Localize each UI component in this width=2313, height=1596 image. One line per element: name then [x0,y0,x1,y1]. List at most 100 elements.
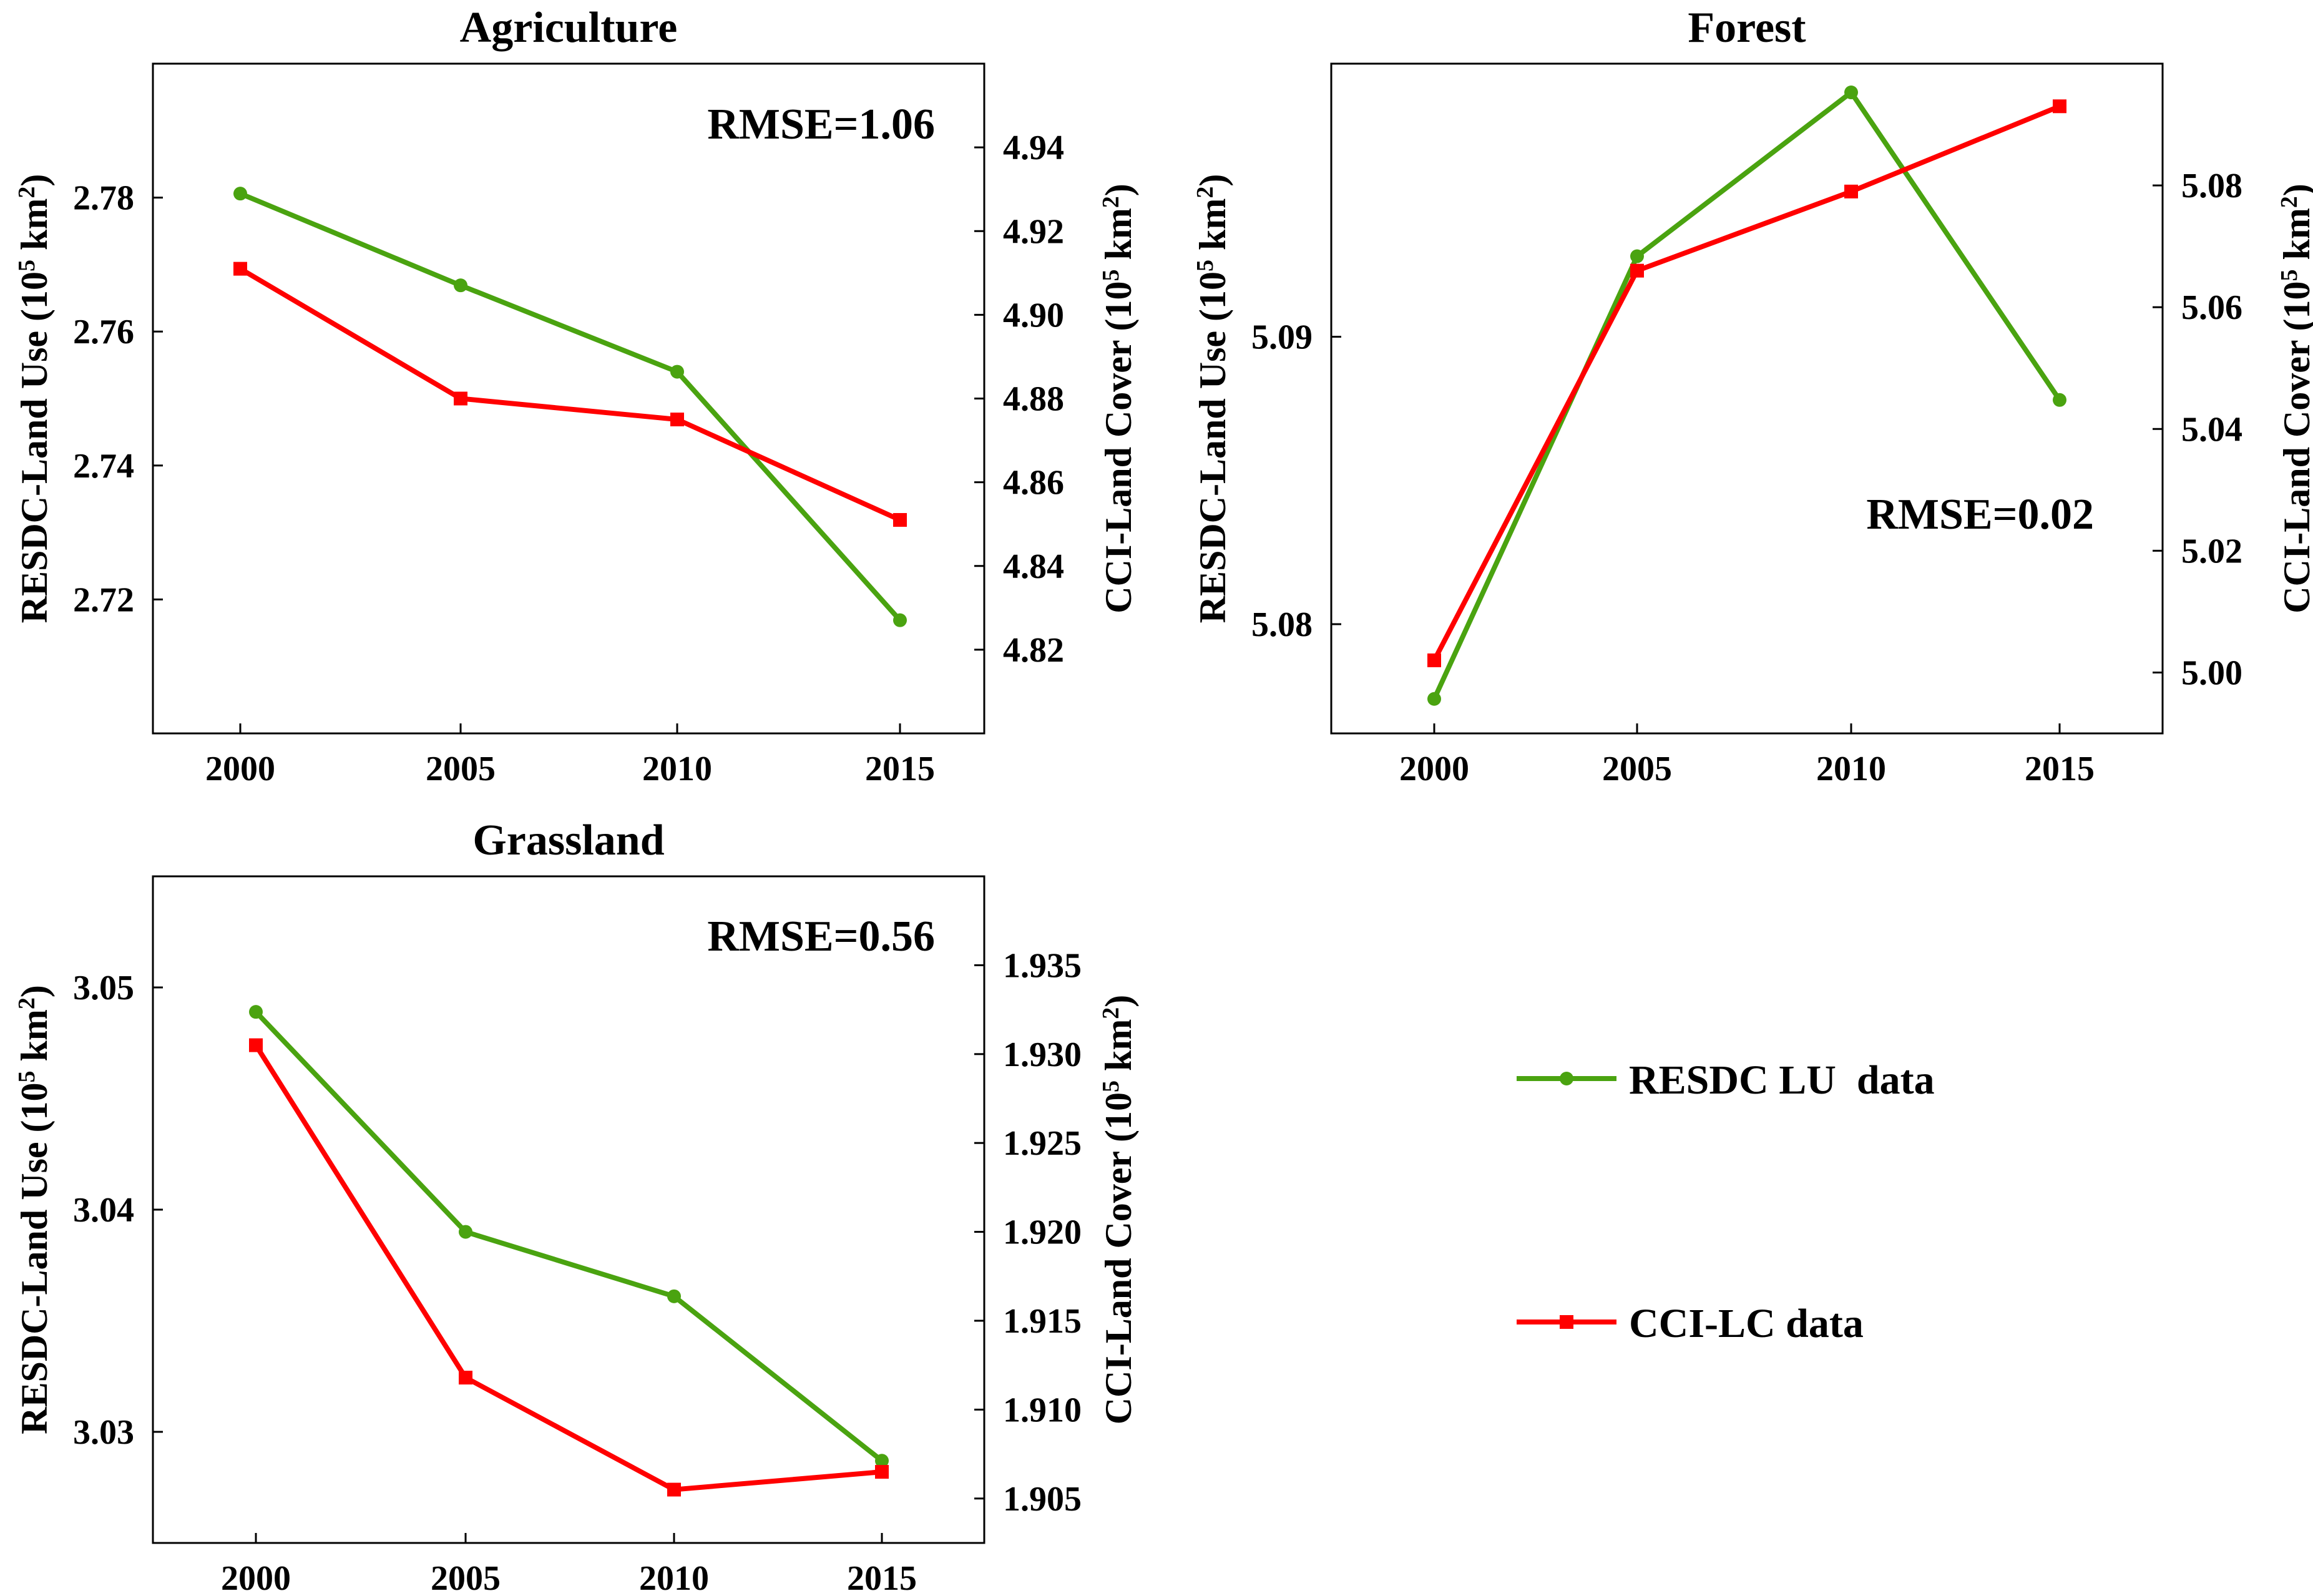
right-y-axis-label-part-4: ) [1098,995,1139,1007]
right-y-tick-label: 1.925 [1003,1124,1082,1163]
right-y-tick-label: 5.04 [2181,410,2242,449]
data-point-cci [1630,263,1644,278]
data-point-resdc [893,613,907,627]
chart-title: Grassland [472,816,664,864]
series-line-cci [1432,104,2061,662]
legend-entry-resdc: RESDC LU data [1517,1057,1935,1103]
right-y-tick-label: 1.920 [1003,1213,1082,1252]
right-y-axis-label-part-2: km [1098,1019,1139,1080]
data-point-resdc [233,187,247,201]
right-y-axis-label-part-0: CCI-Land Cover (10 [2276,282,2313,614]
chart-agriculture: Agriculture 2000 2005 2010 2015 2.72 2.74 2.76 2… [14,4,1139,788]
right-y-tick-label: 1.910 [1003,1391,1082,1429]
left-y-tick-label: 5.08 [1251,605,1313,644]
right-y-tick-label: 4.92 [1003,212,1064,251]
data-point-cci [893,512,907,527]
data-point-cci [2053,99,2066,114]
right-y-axis-label-part-4: ) [2276,184,2313,196]
legend-entry-cci: CCI-LC data [1517,1301,1864,1346]
right-y-axis-label-part-3: 2 [2276,196,2302,208]
right-y-tick-label: 4.88 [1003,380,1064,419]
data-point-resdc [454,278,467,293]
data-point-cci [1427,653,1441,667]
data-point-cci [1844,184,1858,198]
right-y-tick-label: 4.90 [1003,296,1064,335]
x-tick-label: 2000 [221,1559,291,1596]
right-y-tick-label: 1.935 [1003,946,1082,985]
data-point-resdc [2053,393,2066,407]
right-y-axis-label: CCI-Land Cover (105 km2) [2276,184,2313,614]
legend-cci-marker [1560,1315,1573,1329]
left-y-axis-label-part-2: km [14,1009,55,1070]
data-point-resdc [459,1225,472,1239]
right-y-axis-label: CCI-Land Cover (105 km2) [1098,184,1139,614]
left-y-tick-label: 5.09 [1251,318,1313,356]
right-y-axis-label: CCI-Land Cover (105 km2) [1098,995,1139,1425]
chart-title: Forest [1688,4,1806,52]
legend-resdc-marker [1560,1072,1573,1085]
left-y-axis-label-part-3: 2 [1192,187,1218,198]
x-tick-label: 2005 [426,750,496,788]
chart-forest: Forest 2000 2005 2010 2015 5.08 5.09 5.00 5.02 5.… [1192,4,2313,788]
right-y-axis-label-part-0: CCI-Land Cover (10 [1098,282,1139,614]
data-point-resdc [875,1454,889,1468]
right-y-tick-label: 1.930 [1003,1035,1082,1074]
right-y-tick-label: 1.915 [1003,1302,1082,1341]
left-y-axis-label: RESDC-Land Use (105 km2) [14,174,55,624]
data-point-cci [454,391,467,406]
right-y-axis-label-part-3: 2 [1098,196,1124,208]
left-y-axis-label-part-1: 5 [14,260,40,272]
legend: RESDC LU data CCI-LC data [1517,1057,1935,1346]
rmse-annotation: RMSE=0.56 [707,913,935,961]
data-point-cci [233,262,247,276]
x-tick-label: 2015 [865,750,935,788]
right-y-axis-label-part-4: ) [1098,184,1139,196]
right-y-axis-label-part-1: 5 [1098,1080,1124,1092]
data-point-cci [667,1482,681,1497]
data-point-cci [875,1465,889,1479]
left-y-axis-label-part-0: RESDC-Land Use (10 [1192,272,1233,623]
data-point-resdc [1844,86,1858,100]
data-point-resdc [1427,692,1441,706]
left-y-axis-label-part-2: km [14,198,55,260]
left-y-axis-label: RESDC-Land Use (105 km2) [1192,174,1233,624]
right-y-axis-label-part-3: 2 [1098,1007,1124,1019]
x-tick-label: 2005 [431,1559,501,1596]
x-tick-label: 2015 [2025,750,2095,788]
left-y-tick-label: 3.05 [73,969,134,1007]
left-y-axis-label: RESDC-Land Use (105 km2) [14,985,55,1434]
left-y-axis-label-part-3: 2 [14,997,40,1009]
plot-frame [1330,62,2164,735]
left-y-axis-label-part-3: 2 [14,187,40,198]
data-point-resdc [1630,249,1644,263]
series-line-resdc [239,191,902,622]
right-y-tick-label: 5.08 [2181,167,2242,205]
data-point-cci [670,413,684,427]
right-y-tick-label: 5.06 [2181,288,2242,327]
chart-grassland: Grassland 2000 2005 2010 2015 3.03 3.04 3.05 1.9… [14,816,1139,1596]
rmse-annotation: RMSE=0.02 [1866,491,2094,539]
left-y-axis-label-part-0: RESDC-Land Use (10 [14,272,55,623]
right-y-tick-label: 4.82 [1003,631,1064,670]
right-y-axis-label-part-2: km [1098,208,1139,269]
right-y-axis-label-part-1: 5 [2276,270,2302,282]
series-line-cci [238,267,901,522]
data-point-resdc [249,1005,263,1019]
right-y-tick-label: 4.84 [1003,547,1064,586]
legend-cci-label: CCI-LC data [1629,1301,1864,1346]
right-y-tick-label: 1.905 [1003,1480,1082,1519]
right-y-axis-label-part-0: CCI-Land Cover (10 [1098,1092,1139,1424]
left-y-tick-label: 3.04 [73,1191,134,1230]
data-point-cci [249,1038,263,1052]
x-tick-label: 2010 [639,1559,709,1596]
left-y-tick-label: 2.78 [73,179,134,218]
left-y-axis-label-part-1: 5 [1192,260,1218,272]
left-y-tick-label: 2.72 [73,580,134,619]
x-tick-label: 2005 [1602,750,1672,788]
left-y-axis-label-part-0: RESDC-Land Use (10 [14,1082,55,1434]
data-point-resdc [667,1289,681,1303]
series-line-resdc [254,1010,884,1463]
left-y-tick-label: 2.74 [73,447,134,486]
x-tick-label: 2000 [205,750,275,788]
